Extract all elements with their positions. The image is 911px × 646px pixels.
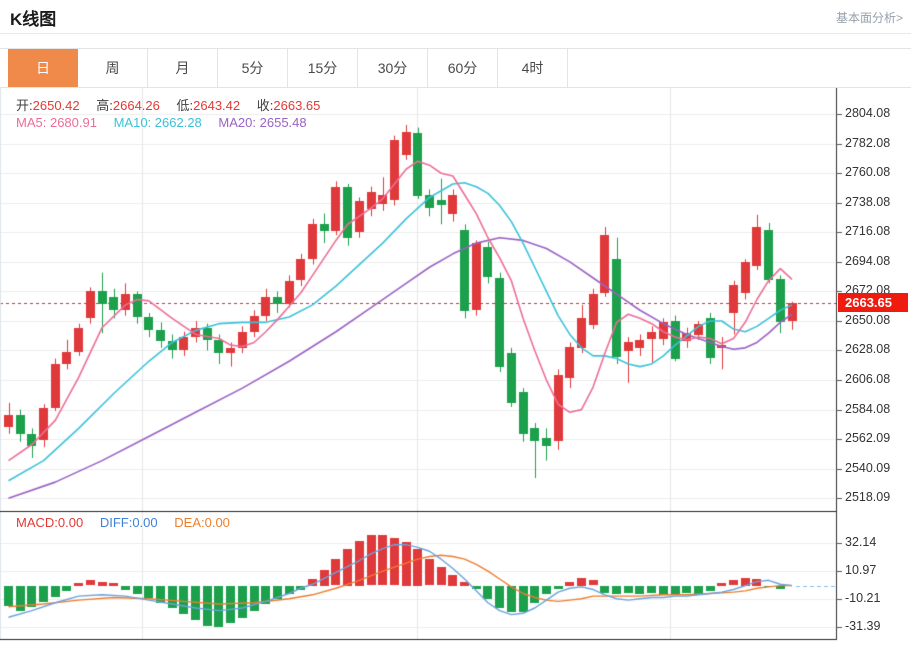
chart-area: 开:2650.42 高:2664.26 低:2643.42 收:2663.65 … bbox=[0, 88, 911, 646]
header-divider bbox=[0, 33, 911, 34]
tab-30min[interactable]: 30分 bbox=[358, 49, 428, 87]
interval-tabbar-inner: 日 周 月 5分 15分 30分 60分 4时 bbox=[8, 49, 911, 87]
tab-4hour[interactable]: 4时 bbox=[498, 49, 568, 87]
tab-day[interactable]: 日 bbox=[8, 49, 78, 87]
kline-chart-canvas[interactable] bbox=[0, 88, 911, 646]
tab-month[interactable]: 月 bbox=[148, 49, 218, 87]
page-title: K线图 bbox=[10, 10, 57, 29]
tab-15min[interactable]: 15分 bbox=[288, 49, 358, 87]
header: K线图 基本面分析> bbox=[0, 0, 911, 33]
fundamental-analysis-link[interactable]: 基本面分析> bbox=[835, 11, 903, 25]
tab-week[interactable]: 周 bbox=[78, 49, 148, 87]
interval-tabbar: 日 周 月 5分 15分 30分 60分 4时 bbox=[0, 48, 911, 88]
tab-60min[interactable]: 60分 bbox=[428, 49, 498, 87]
tab-5min[interactable]: 5分 bbox=[218, 49, 288, 87]
